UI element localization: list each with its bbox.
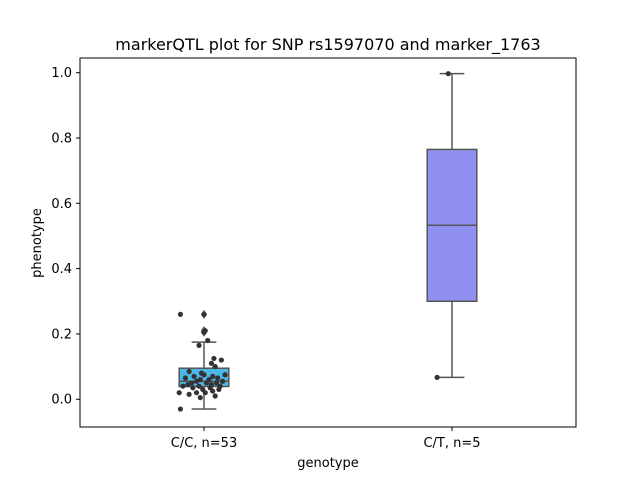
box-group <box>176 309 230 412</box>
data-point <box>210 388 216 394</box>
data-point <box>177 311 184 317</box>
data-point <box>222 372 228 378</box>
y-axis-label: phenotype <box>30 208 45 278</box>
data-point <box>182 375 188 381</box>
data-point <box>197 395 203 401</box>
chart-title: markerQTL plot for SNP rs1597070 and mar… <box>115 35 540 55</box>
data-point <box>201 311 207 317</box>
data-point <box>176 390 182 396</box>
data-point <box>218 357 224 363</box>
data-point <box>203 380 210 386</box>
data-point <box>185 381 191 388</box>
data-point <box>177 406 184 412</box>
data-point <box>180 383 186 389</box>
data-point <box>186 391 192 397</box>
y-tick-label: 0.2 <box>51 327 72 342</box>
data-point <box>205 337 211 344</box>
data-point <box>193 390 200 396</box>
data-point <box>186 368 192 375</box>
data-point <box>220 378 226 384</box>
data-point <box>193 378 200 384</box>
data-point <box>191 373 197 379</box>
y-tick-label: 0.0 <box>51 393 72 408</box>
data-point <box>208 360 215 366</box>
x-axis: C/C, n=53 C/T, n=5 <box>171 427 481 451</box>
data-point <box>190 385 196 391</box>
x-tick-label: C/C, n=53 <box>171 436 237 451</box>
y-tick-label: 1.0 <box>51 66 72 81</box>
data-point <box>210 373 216 379</box>
plot-area <box>176 71 478 412</box>
data-point <box>201 329 207 335</box>
data-point <box>434 374 440 380</box>
data-point <box>445 71 451 77</box>
data-point <box>196 383 202 389</box>
data-point <box>212 363 218 370</box>
y-tick-label: 0.6 <box>51 197 72 212</box>
data-point <box>215 375 221 381</box>
data-point <box>202 390 208 396</box>
data-point <box>213 380 219 386</box>
data-point <box>196 342 202 348</box>
y-tick-label: 0.4 <box>51 262 72 277</box>
plot-frame <box>79 57 577 428</box>
y-axis: 0.0 0.2 0.4 0.6 0.8 1.0 <box>51 66 80 408</box>
x-axis-label: genotype <box>297 456 358 471</box>
data-point <box>201 372 207 378</box>
data-point <box>211 355 217 362</box>
data-point <box>216 386 222 393</box>
data-point <box>212 393 218 399</box>
box-group <box>426 71 478 380</box>
x-tick-label: C/T, n=5 <box>423 436 480 451</box>
y-tick-label: 0.8 <box>51 132 72 147</box>
